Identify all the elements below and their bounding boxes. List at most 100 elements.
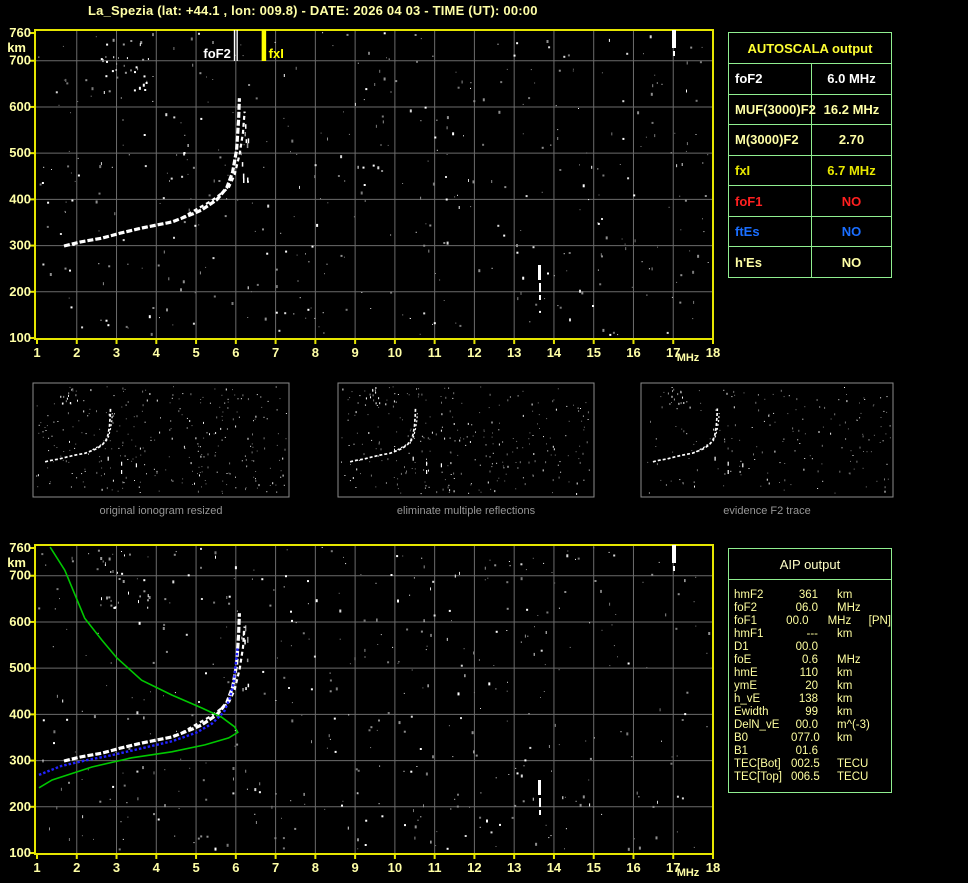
noise-dot — [201, 466, 203, 468]
noise-dot — [675, 426, 677, 427]
noise-dot — [396, 431, 398, 433]
noise-dot — [432, 182, 435, 186]
noise-dot — [884, 478, 885, 481]
noise-dash — [714, 456, 716, 461]
noise-dot — [111, 70, 114, 73]
echo-streak — [538, 780, 541, 795]
noise-dot — [700, 410, 702, 411]
noise-dot — [182, 393, 184, 395]
noise-dot — [394, 393, 396, 395]
noise-dot — [134, 71, 136, 74]
noise-dot — [38, 432, 40, 434]
noise-dot — [698, 390, 700, 392]
noise-dot — [172, 480, 174, 482]
noise-dot — [261, 578, 264, 581]
noise-dot — [129, 553, 131, 556]
autoscala-row: h'Es NO — [729, 246, 891, 278]
noise-dot — [163, 695, 164, 697]
noise-dot — [132, 458, 134, 460]
noise-dot — [504, 186, 507, 189]
noise-dot — [695, 625, 697, 627]
noise-dot — [237, 398, 239, 400]
noise-dot — [889, 425, 891, 427]
noise-dot — [695, 99, 698, 102]
aip-label: foF1 — [734, 615, 758, 627]
noise-dot — [417, 819, 419, 821]
noise-dot — [121, 406, 123, 408]
noise-dot — [566, 554, 569, 558]
noise-dot — [686, 142, 688, 146]
noise-dot — [693, 481, 695, 483]
noise-dot — [421, 435, 423, 437]
noise-dot — [113, 56, 115, 59]
noise-dot — [212, 41, 214, 44]
aip-row: B1 01.6 — [734, 745, 891, 758]
noise-dot — [427, 437, 429, 440]
noise-dot — [564, 848, 565, 850]
noise-dot — [583, 426, 585, 428]
noise-dot — [436, 149, 438, 151]
noise-dot — [152, 33, 154, 37]
noise-dot — [689, 406, 691, 409]
autoscala-row-label: h'Es — [729, 247, 812, 278]
noise-dot — [834, 492, 836, 494]
noise-dot — [676, 795, 679, 798]
noise-dot — [255, 821, 257, 824]
noise-dot — [461, 402, 463, 404]
noise-dot — [122, 772, 124, 774]
noise-dot — [56, 447, 58, 448]
noise-dot — [254, 418, 256, 420]
noise-dot — [452, 132, 455, 136]
noise-dot — [226, 198, 228, 200]
x-tick-label: 10 — [388, 345, 402, 360]
noise-dot — [308, 261, 310, 263]
noise-dot — [493, 665, 495, 666]
aip-unit: km — [837, 680, 853, 692]
noise-dot — [702, 218, 703, 220]
noise-dot — [445, 176, 447, 178]
noise-dot — [181, 175, 184, 178]
noise-dot — [314, 164, 317, 167]
noise-dot — [459, 439, 461, 442]
noise-layer — [36, 386, 287, 494]
noise-dot — [37, 486, 39, 488]
noise-dot — [99, 800, 102, 803]
noise-dot — [575, 451, 577, 453]
noise-dot — [495, 846, 497, 847]
noise-dot — [704, 195, 707, 197]
noise-dot — [557, 464, 559, 466]
noise-dot — [200, 402, 202, 404]
noise-dot — [497, 224, 500, 227]
noise-dot — [377, 455, 379, 457]
noise-dot — [695, 134, 697, 135]
noise-dot — [553, 448, 555, 451]
noise-dot — [386, 399, 388, 401]
noise-dot — [609, 665, 611, 667]
noise-dot — [382, 120, 384, 124]
noise-dot — [467, 422, 469, 425]
noise-dot — [180, 288, 182, 292]
noise-dot — [583, 479, 585, 481]
noise-dot — [126, 802, 128, 804]
noise-dot — [63, 79, 65, 81]
noise-dot — [69, 386, 71, 388]
autoscala-table-header: AUTOSCALA output — [729, 33, 891, 64]
processing-panels — [32, 382, 894, 498]
noise-dot — [390, 291, 393, 294]
noise-dot — [666, 331, 669, 334]
noise-dot — [798, 429, 800, 432]
noise-dot — [695, 576, 697, 578]
autoscala-row-value: 16.2 MHz — [823, 101, 880, 117]
noise-dot — [856, 420, 858, 421]
noise-dot — [839, 470, 841, 473]
noise-dot — [579, 445, 581, 447]
noise-dot — [170, 177, 173, 180]
noise-dot — [329, 690, 332, 693]
noise-dot — [392, 646, 394, 648]
noise-dot — [579, 209, 581, 211]
noise-dot — [449, 410, 451, 413]
noise-dot — [215, 555, 216, 559]
noise-dot — [41, 553, 44, 556]
noise-dot — [743, 392, 745, 394]
